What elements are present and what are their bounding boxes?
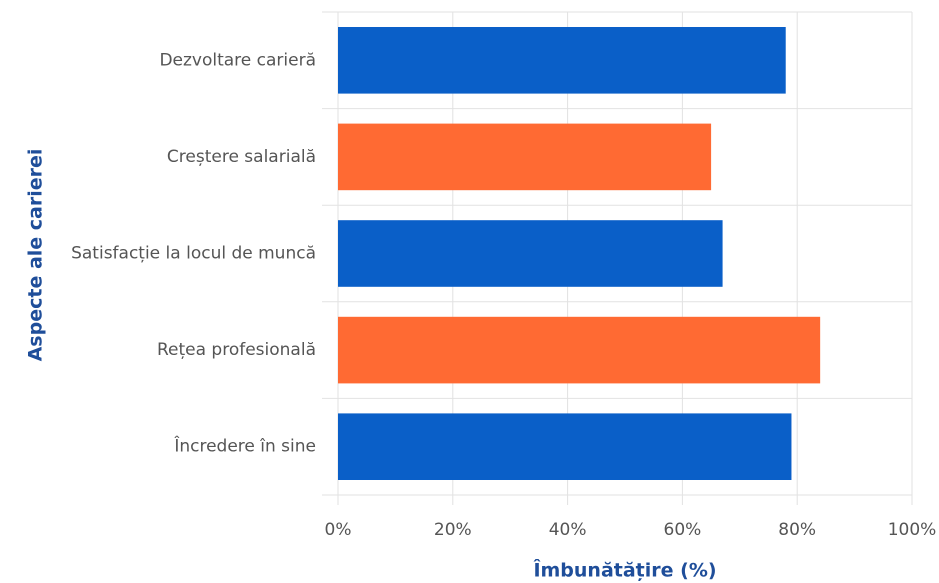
y-tick-label: Încredere în sine <box>173 435 316 457</box>
y-tick-label: Rețea profesională <box>157 340 316 360</box>
bar <box>338 220 723 287</box>
x-axis-title: Îmbunătățire (%) <box>533 559 716 582</box>
x-tick-label: 100% <box>888 520 937 540</box>
y-tick-label: Dezvoltare carieră <box>159 50 316 70</box>
x-tick-label: 20% <box>434 520 472 540</box>
y-axis-title: Aspecte ale carierei <box>25 149 47 362</box>
x-tick-label: 0% <box>325 520 352 540</box>
bar <box>338 123 712 191</box>
x-tick-label: 60% <box>664 520 702 540</box>
bar <box>338 413 792 480</box>
y-tick-label: Satisfacție la locul de muncă <box>71 244 316 264</box>
x-tick-label: 80% <box>778 520 816 540</box>
x-tick-label: 40% <box>549 520 587 540</box>
y-tick-label: Creștere salarială <box>167 147 316 167</box>
bar <box>338 27 786 94</box>
bar <box>338 316 821 384</box>
